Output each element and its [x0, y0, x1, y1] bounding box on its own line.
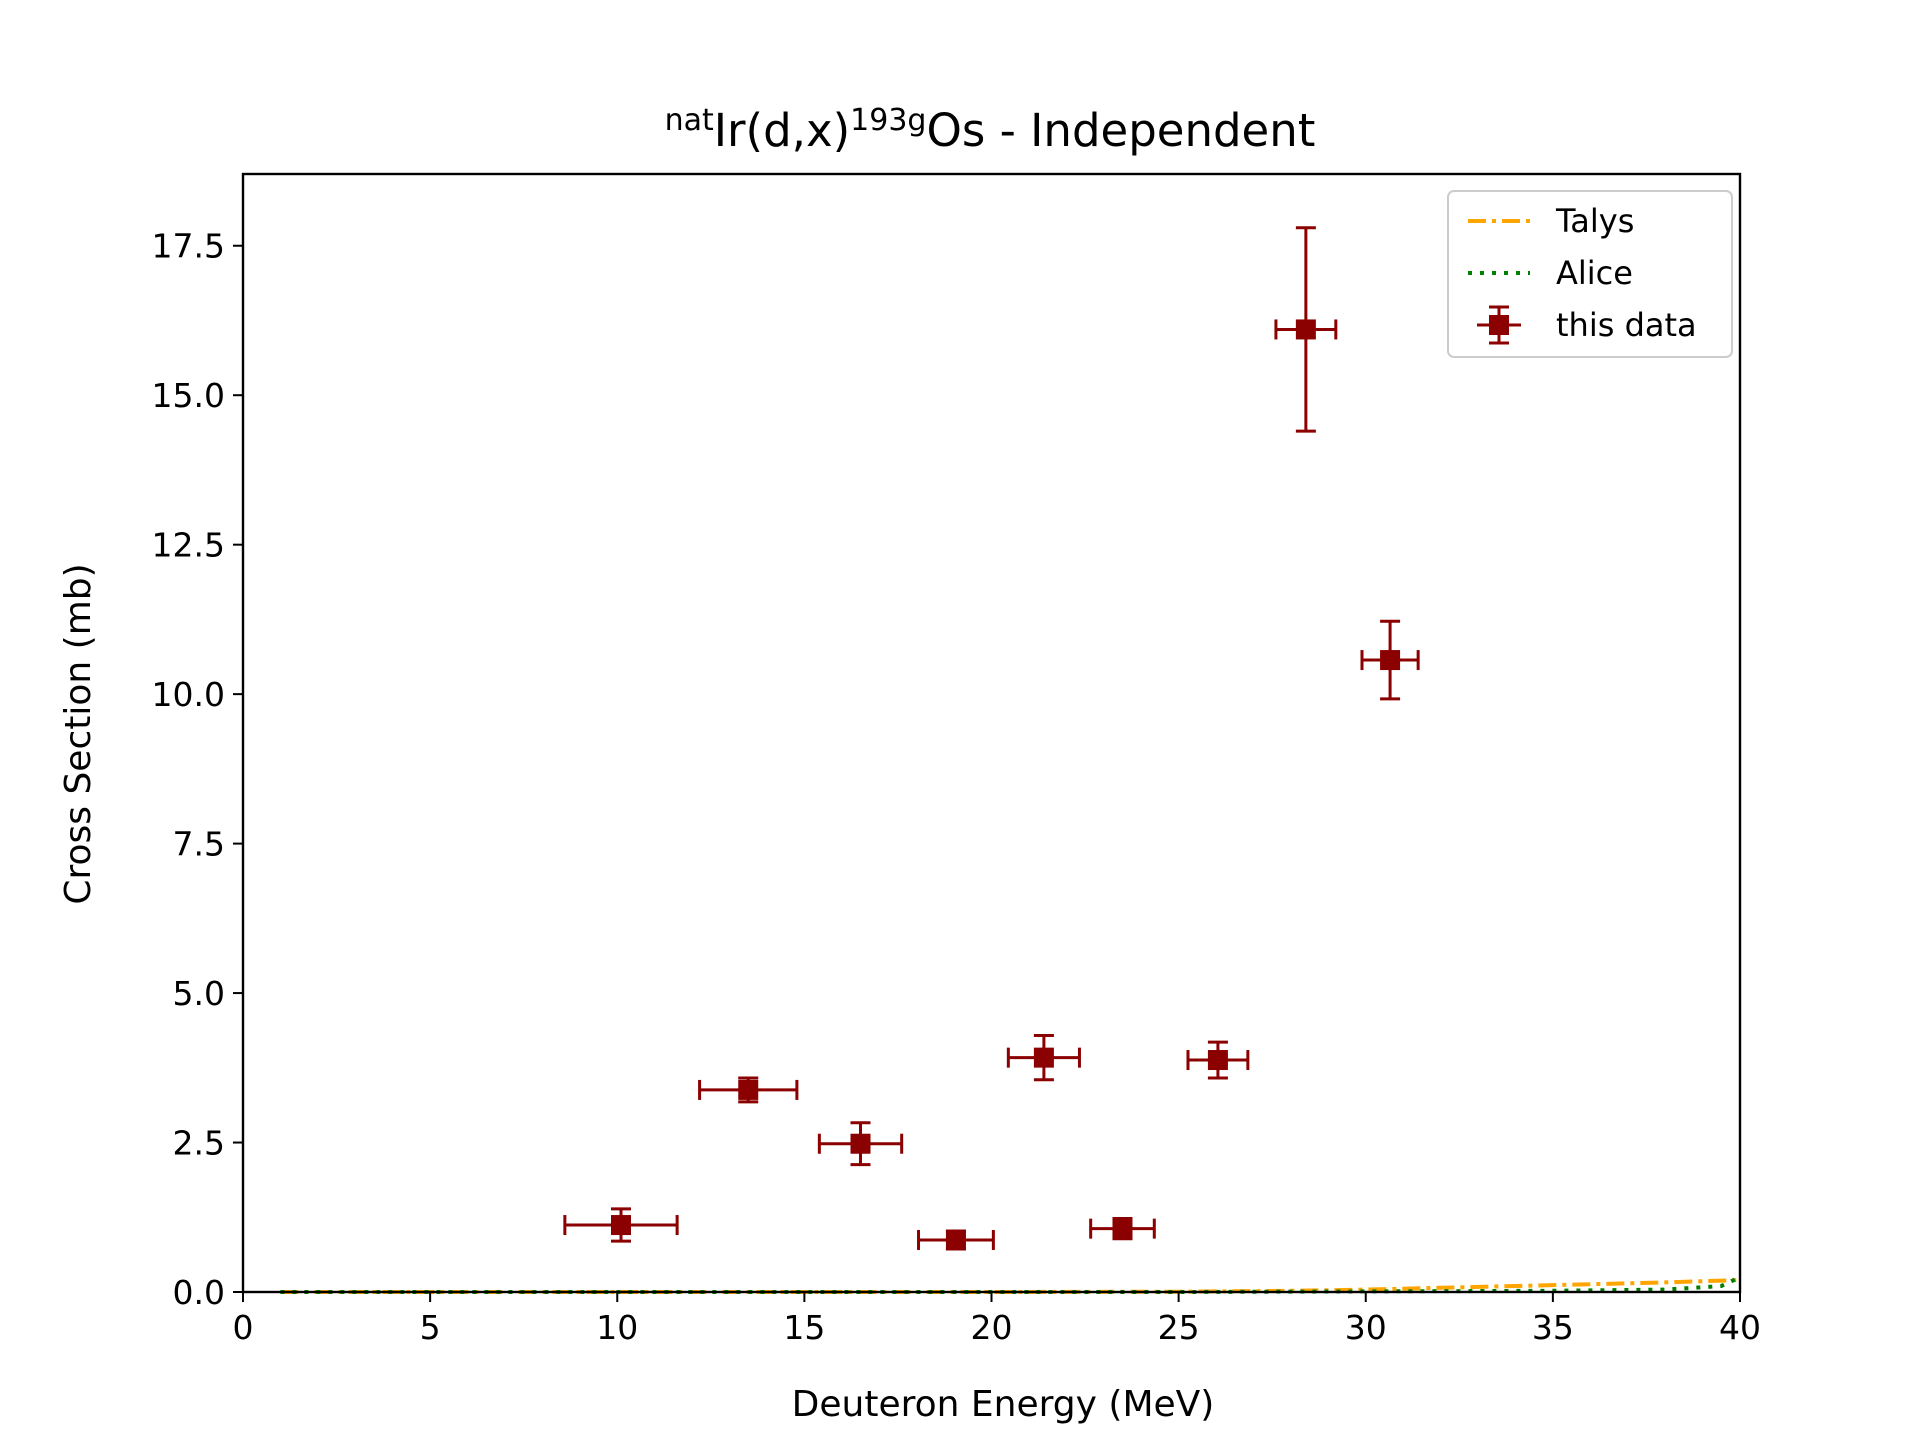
data-point-1 — [698, 1076, 799, 1104]
data-marker — [1112, 1218, 1133, 1239]
x-tick-label: 35 — [1532, 1308, 1574, 1347]
plot-background — [243, 174, 1740, 1292]
title-sup-2: 193g — [850, 103, 926, 138]
x-tick-label: 30 — [1345, 1308, 1387, 1347]
legend: Talys Alice this data — [1447, 190, 1733, 358]
data-point-3 — [917, 1229, 995, 1251]
y-tick-label: 17.5 — [152, 227, 225, 266]
data-point-4 — [1006, 1034, 1081, 1082]
y-tick-label: 0.0 — [173, 1273, 225, 1312]
y-tick-label: 5.0 — [173, 974, 225, 1013]
data-marker — [1207, 1050, 1228, 1071]
legend-box — [1447, 190, 1733, 358]
data-marker — [610, 1215, 631, 1236]
legend-data-label: this data — [1556, 306, 1697, 344]
x-tick-label: 20 — [971, 1308, 1013, 1347]
data-point-5 — [1089, 1216, 1156, 1241]
x-tick-label: 40 — [1719, 1308, 1761, 1347]
x-tick-label: 10 — [596, 1308, 638, 1347]
y-tick-label: 15.0 — [152, 376, 225, 415]
y-axis-ticks: 0.0 2.5 5.0 7.5 10.0 12.5 15.0 17.5 — [152, 227, 243, 1312]
data-point-8 — [1360, 619, 1420, 701]
data-marker — [945, 1229, 966, 1250]
x-axis-ticks: 0 5 10 15 20 25 30 35 40 — [233, 1292, 1761, 1347]
legend-alice-label: Alice — [1556, 254, 1633, 292]
x-tick-label: 15 — [783, 1308, 825, 1347]
x-axis-label: Deuteron Energy (MeV) — [792, 1384, 1215, 1425]
data-point-7 — [1274, 226, 1338, 433]
y-tick-label: 12.5 — [152, 526, 225, 565]
y-tick-label: 7.5 — [173, 825, 225, 864]
title-main-2: Os - Independent — [926, 104, 1315, 157]
data-point-2 — [817, 1121, 904, 1167]
data-marker — [1380, 650, 1401, 671]
data-point-6 — [1186, 1040, 1250, 1080]
chart-title: natIr(d,x)193gOs - Independent — [665, 103, 1316, 157]
y-tick-label: 10.0 — [152, 675, 225, 714]
x-tick-label: 25 — [1158, 1308, 1200, 1347]
y-axis-label: Cross Section (mb) — [58, 563, 99, 904]
legend-talys-label: Talys — [1555, 202, 1634, 240]
title-main-1: Ir(d,x) — [714, 104, 850, 157]
y-tick-label: 2.5 — [173, 1124, 225, 1163]
data-marker — [738, 1079, 759, 1100]
data-marker — [1033, 1047, 1054, 1068]
x-tick-label: 0 — [233, 1308, 254, 1347]
data-marker — [1295, 319, 1316, 340]
plot-area — [241, 172, 1742, 1294]
data-marker — [850, 1133, 871, 1154]
data-point-0 — [563, 1207, 679, 1243]
x-tick-label: 5 — [420, 1308, 441, 1347]
legend-data-swatch — [1477, 305, 1521, 345]
title-sup-1: nat — [665, 103, 714, 138]
